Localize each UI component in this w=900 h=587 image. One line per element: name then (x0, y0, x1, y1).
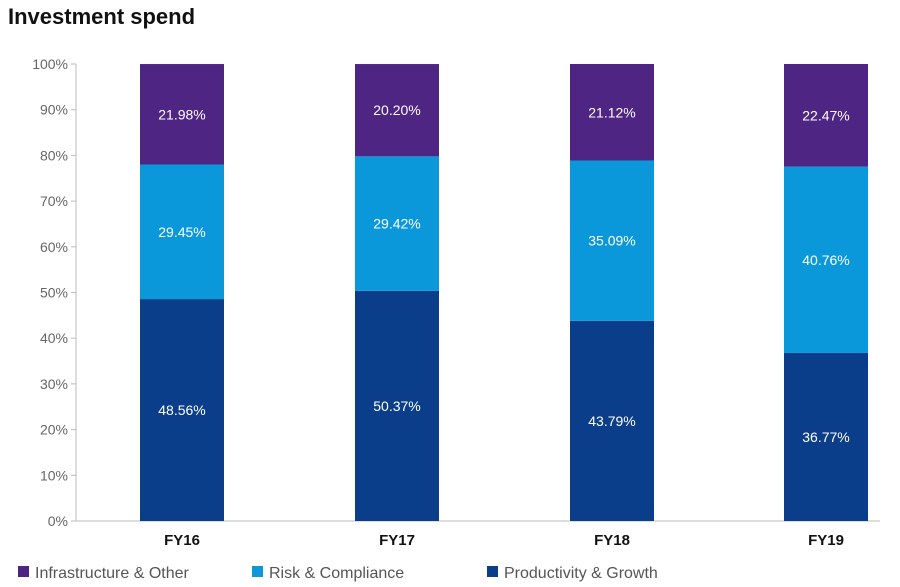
y-tick-label: 0% (48, 513, 68, 529)
bar-segment-fy18-2 (570, 160, 654, 321)
y-tick-label: 40% (40, 330, 68, 346)
data-label: 40.76% (802, 252, 849, 268)
x-category-label: FY18 (594, 532, 630, 549)
data-label: 21.12% (588, 104, 635, 120)
legend-swatch (18, 566, 29, 577)
y-tick-label: 50% (40, 285, 68, 301)
data-label: 20.20% (373, 102, 420, 118)
y-tick-label: 100% (32, 56, 68, 72)
data-label: 21.98% (158, 106, 205, 122)
bar-segment-fy16-3 (140, 64, 224, 165)
bar-segment-fy16-1 (140, 299, 224, 521)
legend: Infrastructure & Other Risk & Compliance P… (18, 565, 658, 582)
data-label: 29.45% (158, 224, 205, 240)
bar-segment-fy19-1 (784, 352, 868, 521)
x-category-label: FY17 (379, 532, 415, 549)
data-label: 29.42% (373, 216, 420, 232)
y-tick-label: 80% (40, 147, 68, 163)
bar-segment-fy17-1 (355, 290, 439, 521)
y-tick-label: 30% (40, 376, 68, 392)
bar-segment-fy19-3 (784, 64, 868, 167)
y-axis: 0% 10% 20% 30% 40% 50% 60% 70% 80% 90% 100% (32, 56, 880, 529)
x-category-label: FY16 (164, 532, 200, 549)
y-tick-label: 60% (40, 239, 68, 255)
data-label: 48.56% (158, 402, 205, 418)
chart-title: Investment spend (8, 4, 196, 29)
legend-swatch (252, 566, 263, 577)
bar-segment-fy19-2 (784, 166, 868, 353)
data-label: 50.37% (373, 398, 420, 414)
bar-segment-fy16-2 (140, 164, 224, 300)
x-category-label: FY19 (808, 532, 844, 549)
data-label: 22.47% (802, 107, 849, 123)
bar-segment-fy17-3 (355, 64, 439, 157)
legend-label: Risk & Compliance (269, 565, 404, 582)
y-tick-label: 10% (40, 467, 68, 483)
legend-swatch (487, 566, 498, 577)
bars: 48.56% 29.45% 21.98% FY16 50.37% 29.42% 20.20%… (140, 64, 868, 549)
y-tick-label: 20% (40, 422, 68, 438)
bar-segment-fy17-2 (355, 156, 439, 291)
data-label: 36.77% (802, 429, 849, 445)
y-tick-label: 90% (40, 102, 68, 118)
legend-label: Infrastructure & Other (35, 565, 190, 582)
bar-segment-fy18-1 (570, 320, 654, 521)
data-label: 43.79% (588, 413, 635, 429)
bar-segment-fy18-3 (570, 64, 654, 161)
y-tick-label: 70% (40, 193, 68, 209)
legend-label: Productivity & Growth (504, 565, 658, 582)
data-label: 35.09% (588, 233, 635, 249)
